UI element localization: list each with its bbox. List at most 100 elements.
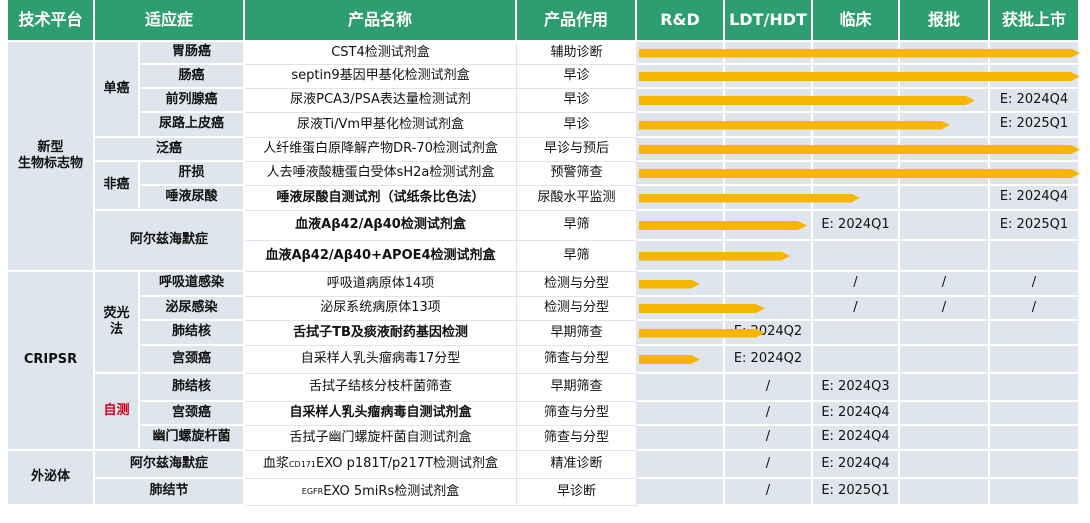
stage-cell [813,346,900,374]
product: 尿液PCA3/PSA表达量检测试剂 [245,89,517,113]
role: 筛查与分型 [517,402,637,426]
stage-cell: / [725,426,813,451]
stage-cell: E: 2024Q1 [813,211,900,241]
stage-cell [900,451,990,479]
stage-cell [900,479,990,506]
stage-cell [900,402,990,426]
progress-bar [639,221,807,230]
header-cell: 报批 [900,0,990,42]
stage-cell: / [725,374,813,402]
indication: 泌尿感染 [140,297,245,321]
stage-cell: / [813,272,900,297]
stage-cell: E: 2025Q1 [990,211,1080,241]
role: 预警筛查 [517,162,637,186]
product: 血液Aβ42/Aβ40检测试剂盒 [245,211,517,241]
stage-cell [900,211,990,241]
stage-cell [990,451,1080,479]
role: 早诊断 [517,479,637,506]
progress-bar [639,145,1080,154]
progress-bar [639,355,700,364]
platform-line: CRIPSR [23,352,78,368]
superscript: CD171 [288,459,316,469]
stage-cell [637,374,725,402]
stage-cell [900,186,990,211]
role: 早诊 [517,113,637,138]
indication: 唾液尿酸 [140,186,245,211]
product: 舌拭子TB及痰液耐药基因检测 [245,321,517,346]
role: 检测与分型 [517,297,637,321]
indication: 肺结核 [140,321,245,346]
progress-bar [639,96,975,105]
indication: 宫颈癌 [140,346,245,374]
indication: 胃肠癌 [140,42,245,65]
product: septin9基因甲基化检测试剂盒 [245,65,517,89]
stage-cell: E: 2024Q2 [725,346,813,374]
stage-cell: E: 2024Q3 [813,374,900,402]
progress-bar [639,280,700,289]
product: 舌拭子结核分枝杆菌筛查 [245,374,517,402]
group: 自测 [95,374,140,451]
role: 早期筛查 [517,321,637,346]
stage-cell [900,321,990,346]
stage-cell: / [725,479,813,506]
role: 尿酸水平监测 [517,186,637,211]
product: EGFR EXO 5miRs检测试剂盒 [245,479,517,506]
stage-cell [990,321,1080,346]
stage-cell [725,272,813,297]
superscript: EGFR [301,487,324,496]
header-cell: R&D [637,0,725,42]
stage-cell: E: 2024Q4 [813,426,900,451]
product: 人去唾液酸糖蛋白受体sH2a检测试剂盒 [245,162,517,186]
stage-cell: E: 2024Q4 [990,186,1080,211]
product: 人纤维蛋白原降解产物DR-70检测试剂盒 [245,138,517,162]
platform: 外泌体 [8,451,95,506]
indication: 肺结节 [95,479,245,506]
indication: 泛癌 [95,138,245,162]
platform-line: 新型 [37,139,64,155]
indication: 呼吸道感染 [140,272,245,297]
header-cell: 产品作用 [517,0,637,42]
stage-cell [900,241,990,272]
stage-cell [637,426,725,451]
platform: 新型 生物标志物 [8,42,95,272]
indication: 前列腺癌 [140,89,245,113]
text: EXO p181T/p217T检测试剂盒 [315,456,499,472]
platform-line: 生物标志物 [17,156,83,171]
group: 荧光法 [95,272,140,374]
stage-cell: / [900,297,990,321]
role: 精准诊断 [517,451,637,479]
stage-cell [900,346,990,374]
stage-cell [637,402,725,426]
header-cell: 临床 [813,0,900,42]
header-cell: 获批上市 [990,0,1080,42]
stage-cell [813,241,900,272]
stage-cell [637,479,725,506]
indication: 幽门螺旋杆菌 [140,426,245,451]
product: 舌拭子幽门螺旋杆菌自测试剂盒 [245,426,517,451]
stage-cell: E: 2025Q1 [813,479,900,506]
role: 早诊与预后 [517,138,637,162]
indication: 尿路上皮癌 [140,113,245,138]
indication: 阿尔兹海默症 [95,451,245,479]
stage-cell [813,321,900,346]
stage-cell [990,374,1080,402]
stage-cell [637,451,725,479]
indication: 肝损 [140,162,245,186]
role: 早诊 [517,89,637,113]
product: 泌尿系统病原体13项 [245,297,517,321]
role: 检测与分型 [517,272,637,297]
stage-cell [990,426,1080,451]
stage-cell [990,346,1080,374]
group: 单癌 [95,42,140,138]
progress-bar [639,304,765,313]
text: 血浆 [262,456,289,472]
progress-bar [639,169,1080,178]
progress-bar [639,72,1080,81]
stage-cell: E: 2024Q4 [990,89,1080,113]
stage-cell: / [900,272,990,297]
indication: 宫颈癌 [140,402,245,426]
progress-bar [639,49,1080,58]
stage-cell [900,426,990,451]
role: 辅助诊断 [517,42,637,65]
product: 唾液尿酸自测试剂（试纸条比色法） [245,186,517,211]
